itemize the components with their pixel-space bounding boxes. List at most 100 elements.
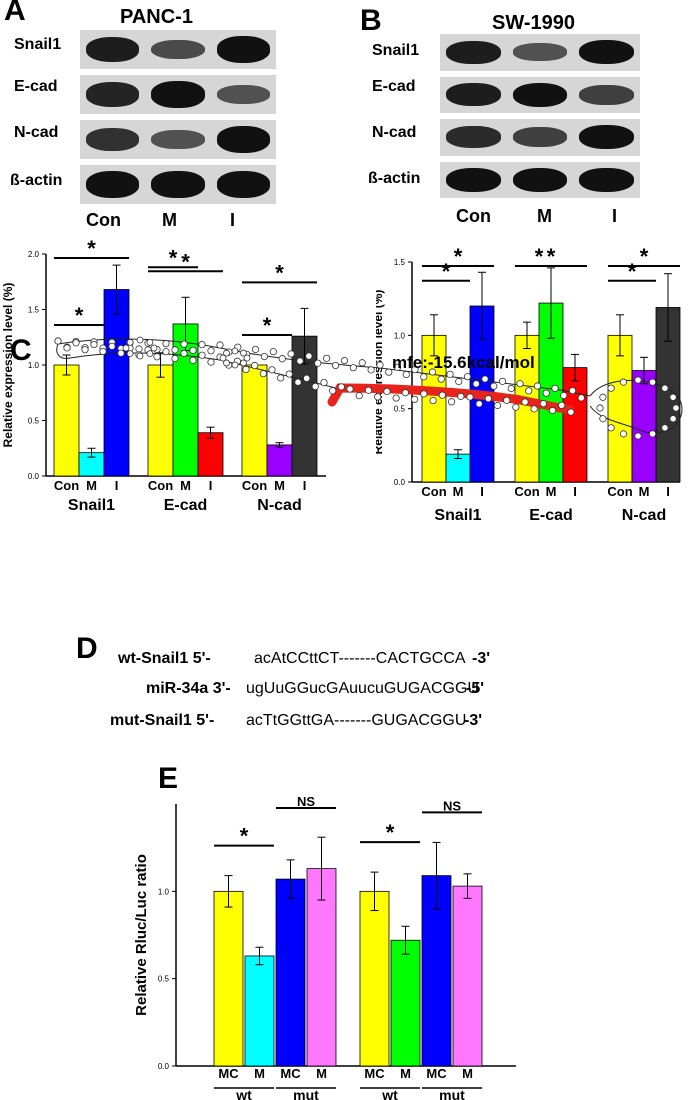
panel-letter-a: A bbox=[4, 0, 26, 27]
rna-nucleotide bbox=[136, 352, 144, 360]
rna-nucleotide bbox=[533, 382, 542, 390]
blot-b-lane-i: I bbox=[612, 206, 618, 226]
blot-band bbox=[512, 43, 568, 61]
rna-nucleotide bbox=[207, 358, 215, 366]
rna-nucleotide bbox=[251, 345, 260, 354]
significance-label: * bbox=[169, 245, 178, 270]
chart-a: 0.0 0.5 1.0 1.5 2.0 Relative expression level… bbox=[1, 236, 326, 514]
rna-nucleotide bbox=[171, 346, 179, 354]
rna-nucleotide bbox=[355, 392, 363, 400]
rna-nucleotide bbox=[135, 345, 143, 353]
rna-nucleotide bbox=[303, 374, 311, 382]
y-tick-label: 0.0 bbox=[158, 1062, 170, 1071]
bar-label: M bbox=[316, 1066, 327, 1081]
y-axis-label: Relative expression level (%) bbox=[376, 290, 385, 455]
bar bbox=[241, 364, 268, 477]
rna-nucleotide bbox=[429, 396, 437, 405]
bar-label: Con bbox=[54, 478, 79, 493]
rna-nucleotide bbox=[596, 404, 604, 412]
rna-nucleotide bbox=[117, 349, 125, 357]
y-tick-label: 1.5 bbox=[28, 306, 40, 315]
bar-label: I bbox=[573, 484, 577, 499]
rna-nucleotide bbox=[376, 361, 384, 369]
bar-label: MC bbox=[218, 1066, 239, 1081]
significance-label: * bbox=[87, 236, 96, 261]
rna-nucleotide bbox=[216, 341, 224, 349]
rna-nucleotide bbox=[607, 384, 615, 392]
rna-nucleotide bbox=[539, 400, 547, 408]
rna-nucleotide bbox=[153, 353, 161, 361]
blot-a-label-ncad: N-cad bbox=[14, 124, 59, 141]
bar bbox=[359, 890, 390, 1067]
significance-label: * bbox=[535, 244, 544, 269]
seq-row-wt: wt-Snail1 5'- bbox=[118, 650, 211, 668]
rna-nucleotide bbox=[189, 346, 197, 354]
y-tick-label: 1.0 bbox=[158, 887, 170, 896]
bar-label: M bbox=[180, 478, 191, 493]
rna-nucleotide bbox=[251, 361, 259, 370]
rna-nucleotide bbox=[661, 384, 669, 392]
rna-nucleotide bbox=[346, 385, 354, 393]
rna-nucleotide bbox=[463, 373, 472, 381]
seq-mut-sequence: acTtGGttGA-------GUGACGGU bbox=[246, 712, 467, 729]
rna-nucleotide bbox=[329, 387, 337, 395]
rna-nucleotides bbox=[54, 336, 680, 440]
rna-nucleotide bbox=[146, 350, 154, 358]
rna-nucleotide bbox=[393, 363, 402, 371]
rna-nucleotide bbox=[542, 389, 550, 397]
rna-nucleotide bbox=[516, 380, 524, 388]
rna-nucleotide bbox=[567, 408, 575, 416]
blot-band bbox=[512, 167, 568, 192]
rna-nucleotide bbox=[446, 370, 454, 378]
y-tick-label: 0.5 bbox=[28, 417, 40, 426]
bar bbox=[197, 432, 224, 477]
rna-nucleotide bbox=[402, 370, 410, 379]
rna-nucleotide bbox=[278, 355, 286, 363]
rna-nucleotide bbox=[331, 361, 340, 370]
blot-b-label-actin: ß-actin bbox=[368, 170, 421, 187]
rna-nucleotide bbox=[619, 430, 628, 438]
seq-wt-sequence: acAtCCttCT-------CACTGCCA bbox=[254, 650, 466, 667]
rna-nucleotide bbox=[231, 347, 239, 355]
blot-a-lane-i: I bbox=[230, 210, 236, 230]
rna-nucleotide bbox=[136, 336, 144, 344]
seq-mir-5end: 3'- bbox=[212, 680, 231, 697]
rna-nucleotide bbox=[242, 365, 250, 374]
y-axis-label: Relative Rluc/Luc ratio bbox=[133, 854, 150, 1016]
seq-mut-3end: -3' bbox=[464, 712, 483, 729]
bar-label: I bbox=[303, 478, 307, 493]
seq-mut-name: mut-Snail1 bbox=[110, 712, 192, 729]
rna-nucleotide bbox=[503, 396, 511, 404]
bar-label: M bbox=[400, 1066, 411, 1081]
rna-nucleotide bbox=[364, 386, 373, 394]
blot-band bbox=[446, 40, 501, 64]
y-tick-label: 0.0 bbox=[394, 478, 406, 487]
rna-nucleotide bbox=[198, 340, 206, 349]
rna-nucleotide bbox=[512, 403, 520, 411]
y-tick-label: 1.5 bbox=[394, 258, 406, 267]
group-label: N-cad bbox=[257, 497, 301, 514]
rna-nucleotide bbox=[314, 359, 322, 367]
rna-nucleotide bbox=[530, 405, 538, 413]
significance-label: NS bbox=[443, 798, 461, 813]
seq-mir-3end: -5' bbox=[466, 680, 485, 697]
panel-letter-c: C bbox=[10, 334, 32, 367]
subgroup-label: mut bbox=[439, 1087, 465, 1100]
rna-nucleotide bbox=[411, 395, 419, 403]
rna-nucleotide bbox=[285, 370, 293, 378]
rna-nucleotide bbox=[171, 354, 179, 363]
blot-band bbox=[579, 84, 634, 105]
significance-label: * bbox=[240, 824, 249, 849]
rna-nucleotide bbox=[162, 340, 170, 348]
bar-label: M bbox=[86, 478, 97, 493]
rna-nucleotide bbox=[320, 378, 328, 387]
rna-nucleotide bbox=[481, 375, 489, 383]
significance-label: * bbox=[640, 244, 649, 269]
rna-nucleotide bbox=[180, 349, 188, 358]
bar bbox=[306, 868, 337, 1067]
rna-nucleotide bbox=[599, 393, 607, 401]
rna-nucleotide bbox=[81, 346, 89, 354]
rna-nucleotide bbox=[358, 359, 366, 367]
blot-band bbox=[216, 36, 270, 63]
seq-mir-sequence: ugUuGGucGAuucuGUGACGGU bbox=[246, 680, 479, 697]
